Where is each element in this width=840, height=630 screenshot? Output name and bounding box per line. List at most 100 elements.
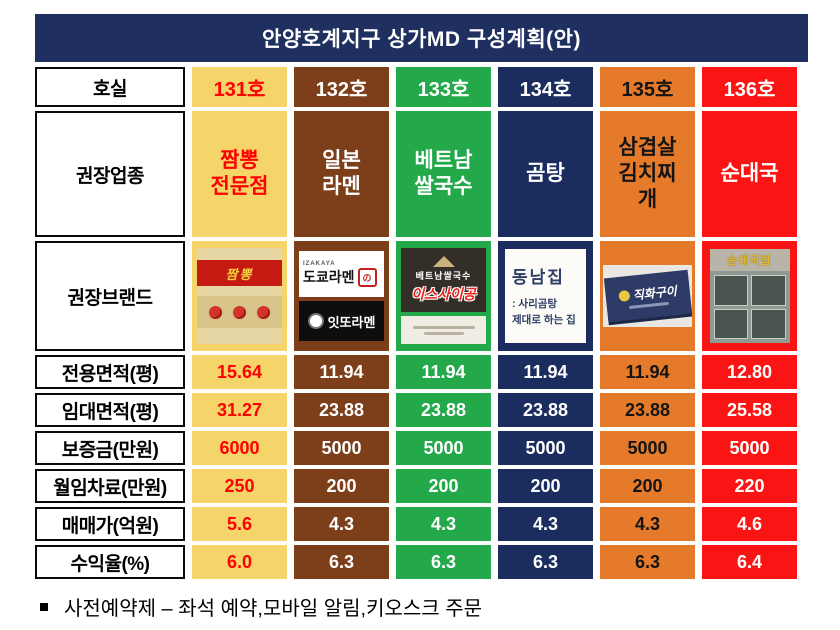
row-label-yield: 수익율(%) bbox=[35, 545, 185, 579]
row-label-exclusive-area: 전용면적(평) bbox=[35, 355, 185, 389]
brand-sign-sundae: 순대국밥 bbox=[709, 249, 790, 271]
business-cell-131: 짬뽕 전문점 bbox=[192, 111, 287, 237]
value-cell: 23.88 bbox=[294, 393, 389, 427]
business-cell-136: 순대국 bbox=[702, 111, 797, 237]
brand-sign-row: 도쿄라멘 の bbox=[303, 267, 377, 287]
photo-spacer bbox=[197, 286, 282, 296]
brand-name: 동남집 bbox=[512, 268, 565, 288]
brand-sign-tokyo-ramen: IZAKAYA 도쿄라멘 の bbox=[299, 251, 384, 297]
value-cell: 4.3 bbox=[396, 507, 491, 541]
lantern-icon bbox=[257, 305, 271, 319]
value-cell: 5000 bbox=[702, 431, 797, 465]
room-header-133: 133호 bbox=[396, 67, 491, 107]
brand-cell-132: IZAKAYA 도쿄라멘 の 잇또라멘 bbox=[294, 241, 389, 351]
value-cell: 6.3 bbox=[294, 545, 389, 579]
bullet-icon bbox=[40, 602, 48, 611]
business-cell-135: 삼겹살 김치찌 개 bbox=[600, 111, 695, 237]
logo-blob-icon bbox=[617, 289, 630, 303]
decorative-line bbox=[412, 325, 475, 329]
swirl-logo-icon: の bbox=[357, 267, 377, 287]
value-cell: 200 bbox=[396, 469, 491, 503]
value-cell: 200 bbox=[294, 469, 389, 503]
lantern-icon bbox=[232, 305, 246, 319]
value-cell: 5.6 bbox=[192, 507, 287, 541]
value-cell: 6.3 bbox=[498, 545, 593, 579]
value-cell: 5000 bbox=[600, 431, 695, 465]
value-cell: 11.94 bbox=[498, 355, 593, 389]
footnote-text: 사전예약제 – 좌석 예약,모바일 알림,키오스크 주문 bbox=[64, 598, 483, 620]
md-plan-table: 호실 131호 132호 133호 134호 135호 136호 권장업종 짬뽕… bbox=[35, 67, 797, 579]
row-label-sale-price: 매매가(억원) bbox=[35, 507, 185, 541]
room-header-131: 131호 bbox=[192, 67, 287, 107]
brand-cell-135: 직화구이 bbox=[600, 241, 695, 351]
brand-name: 도쿄라멘 bbox=[303, 269, 355, 285]
brand-cell-136: 순대국밥 bbox=[702, 241, 797, 351]
value-cell: 25.58 bbox=[702, 393, 797, 427]
value-cell: 250 bbox=[192, 469, 287, 503]
room-header-132: 132호 bbox=[294, 67, 389, 107]
value-cell: 200 bbox=[600, 469, 695, 503]
room-header-136: 136호 bbox=[702, 67, 797, 107]
value-cell: 15.64 bbox=[192, 355, 287, 389]
row-label-deposit: 보증금(만원) bbox=[35, 431, 185, 465]
row-label-monthly-rent: 월임차료(만원) bbox=[35, 469, 185, 503]
brand-photo-136: 순대국밥 bbox=[709, 249, 790, 343]
room-header-135: 135호 bbox=[600, 67, 695, 107]
brand-photo-135: 직화구이 bbox=[603, 265, 692, 327]
value-cell: 6.3 bbox=[600, 545, 695, 579]
business-cell-132: 일본 라멘 bbox=[294, 111, 389, 237]
row-label-lease-area: 임대면적(평) bbox=[35, 393, 185, 427]
value-cell: 200 bbox=[498, 469, 593, 503]
business-cell-133: 베트남 쌀국수 bbox=[396, 111, 491, 237]
brand-name: 이스사이공 bbox=[411, 286, 476, 302]
bowl-logo-icon bbox=[307, 313, 324, 329]
brand-tagline-2: 제대로 하는 집 bbox=[512, 314, 576, 326]
value-cell: 4.3 bbox=[294, 507, 389, 541]
brand-cell-134: 동남집 : 사리곰탕 제대로 하는 집 bbox=[498, 241, 593, 351]
value-cell: 23.88 bbox=[396, 393, 491, 427]
brand-photo-131: 짬뽕 bbox=[197, 248, 282, 344]
window-pane bbox=[713, 308, 748, 339]
storefront-strip-131 bbox=[197, 296, 282, 328]
value-cell: 12.80 bbox=[702, 355, 797, 389]
value-cell: 5000 bbox=[498, 431, 593, 465]
value-cell: 11.94 bbox=[396, 355, 491, 389]
brand-sign-grill: 직화구이 bbox=[603, 269, 692, 323]
brand-sublabel: 베트남쌀국수 bbox=[415, 271, 472, 281]
storefront-windows bbox=[709, 271, 790, 343]
row-label-room: 호실 bbox=[35, 67, 185, 107]
value-cell: 23.88 bbox=[600, 393, 695, 427]
window-pane bbox=[751, 275, 786, 306]
value-cell: 6000 bbox=[192, 431, 287, 465]
brand-name: 잇또라멘 bbox=[327, 314, 376, 330]
value-cell: 6.4 bbox=[702, 545, 797, 579]
window-pane bbox=[713, 275, 748, 306]
brand-tagline-1: : 사리곰탕 bbox=[512, 298, 558, 311]
value-cell: 220 bbox=[702, 469, 797, 503]
page-title: 안양호계지구 상가MD 구성계획(안) bbox=[35, 14, 808, 62]
value-cell: 31.27 bbox=[192, 393, 287, 427]
value-cell: 6.3 bbox=[396, 545, 491, 579]
brand-name: 순대국밥 bbox=[727, 255, 772, 267]
brand-cell-133: 베트남쌀국수 이스사이공 bbox=[396, 241, 491, 351]
value-cell: 4.6 bbox=[702, 507, 797, 541]
business-cell-134: 곰탕 bbox=[498, 111, 593, 237]
lantern-icon bbox=[208, 305, 222, 319]
brand-sign-saigon: 베트남쌀국수 이스사이공 bbox=[401, 248, 486, 312]
value-cell: 4.3 bbox=[600, 507, 695, 541]
room-header-134: 134호 bbox=[498, 67, 593, 107]
value-cell: 11.94 bbox=[294, 355, 389, 389]
brand-name: 직화구이 bbox=[631, 284, 677, 303]
value-cell: 23.88 bbox=[498, 393, 593, 427]
row-label-brand: 권장브랜드 bbox=[35, 241, 185, 351]
value-cell: 5000 bbox=[294, 431, 389, 465]
conical-hat-icon bbox=[432, 256, 455, 267]
brand-sublabel: IZAKAYA bbox=[303, 261, 336, 267]
value-cell: 4.3 bbox=[498, 507, 593, 541]
brand-sign-itto-ramen: 잇또라멘 bbox=[299, 301, 384, 341]
brand-banner-131: 짬뽕 bbox=[197, 260, 282, 286]
value-cell: 5000 bbox=[396, 431, 491, 465]
footnote: 사전예약제 – 좌석 예약,모바일 알림,키오스크 주문 bbox=[40, 592, 482, 621]
value-cell: 6.0 bbox=[192, 545, 287, 579]
value-cell: 11.94 bbox=[600, 355, 695, 389]
